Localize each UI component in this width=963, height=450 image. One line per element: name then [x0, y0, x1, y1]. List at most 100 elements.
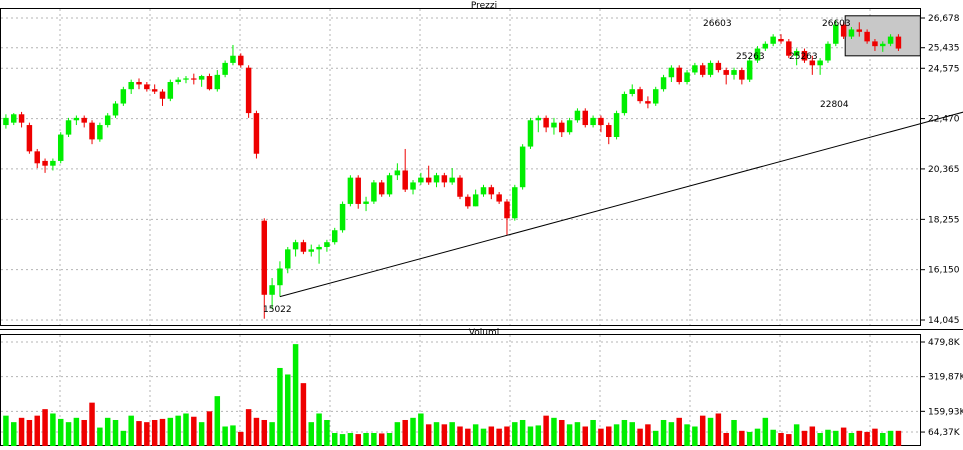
candle-body: [363, 201, 369, 204]
volume-bar: [410, 417, 416, 446]
volume-bar: [89, 402, 95, 446]
volume-bar: [465, 428, 471, 446]
volume-bar: [3, 415, 9, 446]
volume-y-axis: 479,8K 319,87K 159,93K 64,37K: [920, 338, 963, 438]
box-low-label-left: 25263: [736, 52, 765, 62]
volume-vertical-grid: [59, 335, 871, 446]
trendline[interactable]: [279, 111, 963, 298]
volume-bar: [449, 422, 455, 446]
volume-bar: [559, 419, 565, 446]
candle-body: [480, 187, 487, 195]
candle-body: [183, 78, 189, 80]
volume-bar: [206, 411, 213, 446]
volume-bar: [73, 417, 80, 446]
volume-bar: [151, 419, 158, 446]
volume-bar: [551, 417, 557, 446]
volume-bar: [723, 432, 729, 446]
volume-bar: [793, 424, 800, 446]
volume-bar: [300, 383, 307, 446]
candle-body: [457, 177, 463, 197]
candle-body: [433, 175, 440, 183]
volume-bar: [261, 419, 268, 446]
trendline-end-label: 22804: [820, 100, 849, 110]
candle-body: [441, 175, 448, 183]
candle-body: [488, 187, 495, 195]
volume-bar: [637, 428, 643, 446]
volume-bar: [598, 428, 604, 446]
volume-bar: [42, 409, 48, 446]
candle-body: [81, 117, 87, 123]
volume-bar: [277, 367, 283, 446]
candle-body: [238, 55, 244, 66]
candle-body: [277, 268, 283, 286]
volume-y-tick-label: 64,37K: [928, 428, 961, 438]
candle-body: [449, 177, 455, 183]
price-y-tick-label: 26,678: [928, 14, 960, 24]
volume-bar: [676, 417, 682, 446]
volume-bar: [715, 413, 722, 446]
candle-body: [746, 60, 753, 80]
candle-body: [613, 113, 620, 138]
candle-body: [778, 38, 784, 42]
volume-bar: [840, 427, 847, 446]
candle-body: [371, 182, 377, 202]
volume-bar: [778, 432, 784, 446]
candle-body: [817, 60, 823, 66]
candle-body: [347, 177, 354, 204]
low-label: 15022: [263, 305, 292, 315]
price-y-tick-label: 20,365: [928, 165, 960, 175]
candle-body: [97, 125, 103, 140]
volume-bar: [214, 396, 221, 446]
volume-bar: [472, 424, 479, 446]
volume-bar: [527, 426, 534, 446]
candle-body: [559, 122, 565, 133]
candle-body: [230, 55, 236, 63]
volume-bar: [825, 429, 831, 446]
volume-bar: [848, 432, 855, 446]
volume-bar: [81, 419, 87, 446]
candle-body: [504, 201, 510, 219]
volume-bar: [731, 419, 737, 446]
volume-bar: [183, 413, 189, 446]
candle-body: [191, 78, 197, 80]
candle-body: [316, 246, 322, 250]
volume-bar: [191, 416, 197, 446]
candle-body: [269, 285, 275, 295]
candle-body: [825, 43, 831, 61]
volume-bar: [245, 409, 252, 446]
volume-bar: [378, 433, 385, 446]
candle-body: [809, 60, 816, 66]
volume-bar: [371, 432, 377, 446]
candle-body: [112, 103, 119, 116]
price-y-axis: 26,678 25,435 24,575 22,470 20,365 18,255 16,1…: [920, 14, 960, 326]
volume-bar: [801, 430, 808, 446]
volume-bar: [26, 419, 33, 446]
candle-body: [394, 170, 401, 176]
candle-body: [496, 194, 502, 202]
volume-bar: [222, 426, 228, 446]
volume-bar: [606, 426, 612, 446]
volume-bar: [97, 427, 103, 446]
candle-body: [144, 84, 150, 90]
candle-body: [120, 89, 127, 104]
candle-body: [18, 114, 25, 123]
candle-body: [26, 125, 33, 152]
volume-bar: [11, 422, 17, 446]
volume-bar: [136, 421, 142, 446]
candle-body: [621, 93, 628, 114]
candle-body: [566, 120, 573, 133]
candle-body: [637, 89, 643, 102]
candle-body: [331, 230, 338, 243]
candle-body: [715, 62, 722, 71]
candle-body: [42, 160, 48, 166]
candle-body: [645, 101, 651, 104]
volume-bar: [175, 415, 181, 446]
volume-bar: [418, 413, 424, 446]
candle-body: [410, 182, 416, 190]
volume-bar: [238, 431, 244, 446]
candle-body: [840, 24, 847, 37]
candle-body: [167, 82, 174, 99]
volume-bar: [535, 425, 542, 446]
